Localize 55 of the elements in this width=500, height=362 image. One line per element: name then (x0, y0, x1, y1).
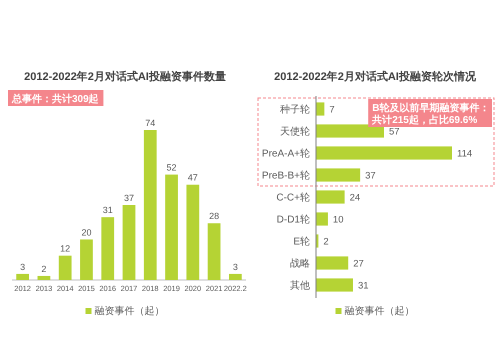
data-label: 31 (102, 205, 113, 216)
data-label: 74 (145, 118, 156, 128)
data-label: 31 (358, 280, 369, 292)
y-tick-label: C-C+轮 (276, 192, 310, 204)
data-label: 37 (365, 170, 376, 182)
bar (228, 274, 242, 280)
bar (316, 256, 348, 270)
y-tick-label: 其他 (290, 280, 310, 292)
bar (316, 212, 328, 226)
bar (186, 184, 200, 280)
bar (316, 168, 360, 182)
bar (316, 146, 452, 160)
data-label: 28 (209, 211, 220, 222)
data-label: 57 (389, 126, 400, 138)
bar (101, 217, 114, 280)
legend-label: 融资事件（起） (344, 305, 414, 317)
data-label: 114 (457, 148, 472, 160)
data-label: 52 (166, 162, 177, 173)
data-label: 12 (60, 244, 70, 254)
annotation: 共计215起，占比69.6% (371, 114, 478, 126)
data-label: 2 (41, 264, 46, 274)
bar (316, 124, 384, 138)
data-label: 3 (232, 262, 238, 272)
data-label: 47 (188, 172, 198, 183)
bar (316, 190, 345, 204)
bar (316, 278, 353, 292)
data-label: 3 (20, 262, 26, 272)
y-tick-label: D-D1轮 (276, 214, 310, 226)
bar (208, 223, 220, 280)
data-label: 24 (350, 192, 360, 204)
y-tick-label: 战略 (290, 258, 310, 270)
chart-title: 2012-2022年2月对话式AI投融资轮次情况 (274, 70, 477, 83)
data-label: 37 (124, 193, 134, 203)
data-label: 20 (81, 227, 92, 238)
bar (165, 174, 178, 280)
chart-title: 2012-2022年2月对话式AI投融资事件数量 (24, 70, 226, 83)
y-tick-label: 种子轮 (280, 104, 310, 116)
bar (38, 276, 50, 280)
y-tick-label: PreA-A+轮 (262, 148, 310, 160)
bar (58, 256, 72, 280)
data-label: 2 (323, 236, 329, 248)
bar (144, 130, 157, 280)
bar (16, 274, 30, 280)
annotation: B轮及以前早期融资事件： (372, 102, 490, 114)
bar (316, 102, 324, 116)
data-label: 27 (353, 258, 364, 270)
legend-label: 融资事件（起） (94, 305, 164, 317)
data-label: 7 (329, 104, 335, 116)
bar (122, 205, 136, 280)
data-label: 10 (332, 214, 344, 226)
y-tick-label: 天使轮 (280, 126, 310, 138)
y-tick-label: E轮 (293, 236, 310, 248)
y-tick-label: PreB-B+轮 (262, 170, 310, 182)
bar (80, 239, 93, 280)
text: 总事件：共计309起 (11, 93, 99, 105)
